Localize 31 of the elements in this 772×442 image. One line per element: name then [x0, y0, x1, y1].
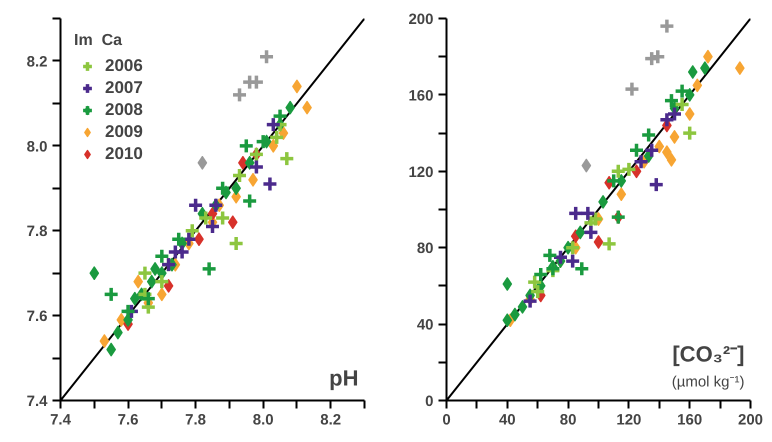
y-tick-label: 120	[408, 164, 434, 181]
x-tick-label: 120	[616, 412, 642, 428]
y-tick-label: 0	[425, 393, 434, 410]
x-tick-label: 7.6	[118, 412, 138, 428]
y-tick-label: 8.0	[26, 138, 48, 156]
legend-label: 2006	[105, 55, 143, 77]
x-tick-label: 7.8	[185, 412, 206, 428]
x-tick-label: 200	[738, 412, 764, 428]
y-tick-label: 160	[408, 87, 434, 104]
legend-label: 2009	[105, 121, 143, 143]
y-tick-label: 200	[408, 11, 434, 28]
y-tick-label: 7.4	[26, 393, 48, 410]
legend-title: Im Ca	[74, 32, 124, 50]
y-tick-label: 7.8	[26, 223, 48, 240]
y-tick-label: 7.6	[26, 308, 48, 326]
x-tick-label: 8.0	[252, 412, 274, 428]
annotation: (µmol kg⁻¹)	[672, 374, 745, 390]
x-tick-label: 7.4	[50, 412, 72, 428]
x-tick-label: 0	[442, 412, 451, 428]
x-tick-label: 160	[677, 412, 702, 428]
x-tick-label: 8.2	[320, 412, 342, 428]
y-tick-label: 80	[416, 240, 434, 258]
annotation: pH	[329, 366, 358, 390]
y-tick-label: 40	[416, 316, 434, 334]
legend-label: 2008	[105, 99, 143, 121]
legend-label: 2007	[105, 77, 143, 99]
annotation: [CO₃²⁻]	[672, 342, 745, 366]
x-tick-label: 40	[498, 412, 516, 428]
legend-label: 2010	[105, 143, 143, 165]
y-tick-label: 8.2	[26, 53, 48, 70]
x-tick-label: 80	[560, 412, 576, 428]
